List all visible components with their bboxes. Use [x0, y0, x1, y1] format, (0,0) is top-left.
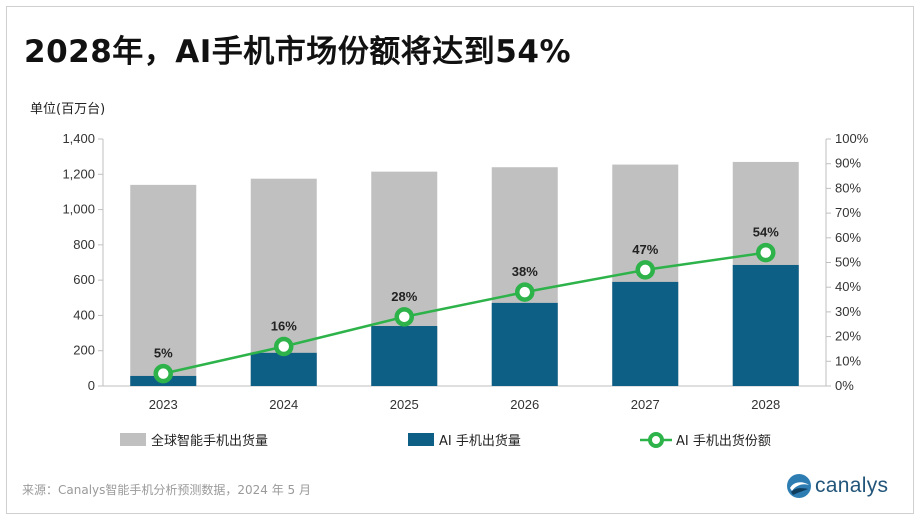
y-tick-label: 1,200: [62, 166, 95, 181]
axes-layer: 0 200 400 600 800 1,000 1,200 1,400 0% 10% 20% 30% 4…: [62, 131, 868, 393]
legend-swatch-ai: [408, 433, 434, 446]
bar-total-shipments: [130, 184, 197, 386]
share-marker: [515, 282, 535, 302]
legend-swatch-total: [120, 433, 146, 446]
share-marker: [756, 242, 776, 263]
bar-ai-shipments: [491, 302, 558, 386]
share-marker: [153, 363, 173, 384]
share-line-layer: 5% 16% 28% 38% 47% 54%: [153, 225, 779, 384]
canalys-logo-text: canalys: [815, 474, 889, 497]
y2-tick-label: 90%: [835, 156, 861, 171]
y2-tick-label: 0%: [835, 378, 854, 393]
bar-ai-shipments: [612, 281, 679, 386]
legend-marker-share: [648, 432, 664, 448]
share-data-label: 54%: [753, 225, 779, 240]
x-tick-label: 2025: [390, 397, 419, 412]
share-data-label: 38%: [512, 264, 538, 279]
y-tick-label: 600: [73, 272, 95, 287]
y-tick-label: 200: [73, 343, 95, 358]
y-axis-unit-label: 单位(百万台): [30, 102, 106, 117]
y-tick-label: 0: [88, 378, 95, 393]
share-data-label: 16%: [271, 318, 297, 333]
y-tick-label: 1,400: [62, 131, 95, 146]
y2-tick-label: 80%: [835, 180, 861, 195]
share-marker: [274, 336, 294, 357]
share-marker: [635, 260, 655, 280]
bar-ai-shipments: [371, 326, 438, 386]
x-tick-label: 2028: [751, 397, 780, 412]
y2-tick-label: 40%: [835, 279, 861, 294]
y2-tick-label: 20%: [835, 329, 861, 344]
share-data-label: 5%: [154, 346, 173, 361]
y2-tick-label: 100%: [835, 131, 869, 146]
bars-layer: 2023 2024 2025 2026 2027 2028: [130, 161, 799, 412]
y-tick-label: 800: [73, 237, 95, 252]
y2-tick-label: 10%: [835, 353, 861, 368]
page-title: 2028年，AI手机市场份额将达到54%: [24, 34, 572, 70]
y2-tick-label: 50%: [835, 255, 861, 270]
x-tick-label: 2024: [269, 397, 298, 412]
share-line: [162, 251, 766, 375]
y-tick-label: 1,000: [62, 202, 95, 217]
share-data-label: 28%: [391, 289, 417, 304]
share-marker: [394, 307, 414, 327]
legend-label-share: AI 手机出货份额: [676, 433, 771, 449]
canalys-logo: canalys: [785, 472, 905, 502]
source-note: 来源：Canalys智能手机分析预测数据，2024 年 5 月: [22, 483, 311, 497]
y2-tick-label: 60%: [835, 230, 861, 245]
y-tick-label: 400: [73, 307, 95, 322]
x-tick-label: 2026: [510, 397, 539, 412]
y2-tick-label: 70%: [835, 205, 861, 220]
bar-ai-shipments: [250, 352, 317, 386]
legend: 全球智能手机出货量 AI 手机出货量 AI 手机出货份额: [120, 432, 771, 449]
canalys-logo-icon: [787, 474, 811, 498]
share-data-label: 47%: [632, 242, 658, 257]
x-tick-label: 2027: [631, 397, 660, 412]
legend-label-ai: AI 手机出货量: [439, 433, 521, 449]
x-tick-label: 2023: [149, 397, 178, 412]
bar-ai-shipments: [732, 264, 799, 386]
y2-tick-label: 30%: [835, 304, 861, 319]
legend-label-total: 全球智能手机出货量: [151, 433, 268, 449]
